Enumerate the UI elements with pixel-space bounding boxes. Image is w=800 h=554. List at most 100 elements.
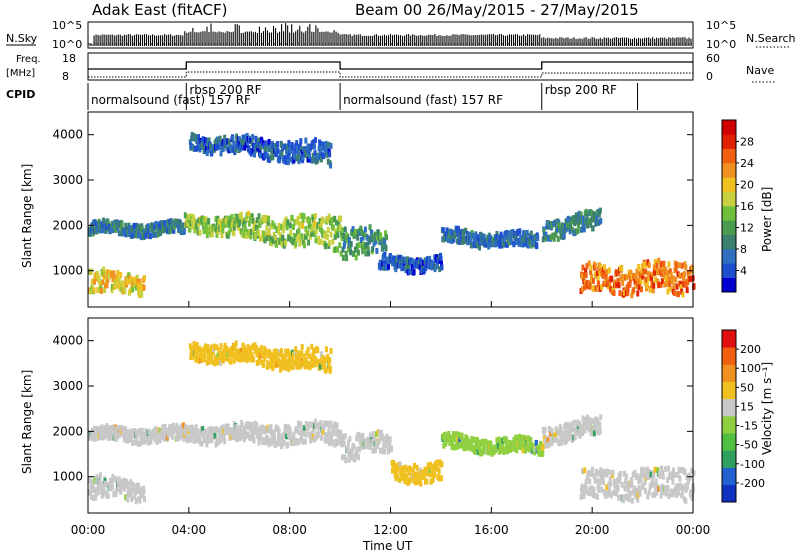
- power-cell: [188, 139, 192, 146]
- velocity-cell: [365, 443, 369, 450]
- power-cell: [163, 220, 167, 227]
- velocity-cell: [329, 440, 333, 447]
- velocity-cell: [404, 464, 408, 471]
- power-cell: [628, 281, 632, 288]
- power-cell: [474, 231, 478, 238]
- velocity-cell: [184, 424, 188, 431]
- velocity-cell: [316, 346, 320, 353]
- velocity-cell: [558, 429, 562, 436]
- power-cell: [198, 229, 202, 236]
- velocity-cell: [270, 356, 274, 363]
- power-cell: [168, 223, 172, 230]
- velocity-cell: [527, 435, 531, 442]
- power-colorbar-swatch: [722, 249, 736, 264]
- power-cell: [584, 271, 588, 278]
- power-cell: [662, 273, 666, 280]
- velocity-cell: [193, 437, 197, 444]
- power-cell: [440, 260, 444, 267]
- velocity-cell: [216, 355, 220, 362]
- velocity-cell: [392, 460, 396, 467]
- power-cell: [91, 223, 95, 230]
- velocity-cell: [629, 482, 633, 489]
- power-cell: [635, 268, 639, 275]
- velocity-cell: [352, 444, 356, 451]
- freq-tick-low: 8: [62, 70, 69, 83]
- velocity-cell: [333, 423, 337, 430]
- velocity-cell: [400, 474, 404, 481]
- power-cell: [342, 233, 346, 240]
- velocity-cell: [582, 490, 586, 497]
- velocity-cell: [327, 428, 331, 435]
- velocity-cell: [615, 490, 619, 497]
- power-cell: [217, 143, 221, 150]
- velocity-cell: [219, 359, 223, 366]
- velocity-cell: [235, 425, 239, 432]
- velocity-cell: [655, 489, 659, 496]
- velocity-cell: [343, 433, 347, 440]
- velocity-cell: [259, 434, 263, 441]
- velocity-cell: [128, 487, 132, 494]
- power-cell: [468, 238, 472, 245]
- power-cell: [326, 158, 330, 165]
- velocity-cell: [211, 359, 215, 366]
- velocity-cell: [634, 493, 638, 500]
- velocity-cell: [357, 454, 361, 461]
- velocity-cell: [163, 423, 167, 430]
- velocity-cell: [642, 467, 646, 474]
- velocity-cell: [647, 473, 651, 480]
- velocity-cell: [561, 437, 565, 444]
- velocity-cell: [216, 439, 220, 446]
- power-cell: [686, 270, 690, 277]
- velocity-cell: [303, 363, 307, 370]
- velocity-cell: [304, 431, 308, 438]
- velocity-cell: [367, 437, 371, 444]
- velocity-cell: [272, 352, 276, 359]
- power-cell: [306, 143, 310, 150]
- freq-line: [88, 61, 693, 70]
- power-cell: [438, 266, 442, 273]
- velocity-cell: [94, 479, 98, 486]
- velocity-cell: [153, 436, 157, 443]
- power-cell: [214, 216, 218, 223]
- power-cell: [111, 275, 115, 282]
- velocity-cell: [633, 469, 637, 476]
- power-cell: [676, 291, 680, 298]
- velocity-cell: [589, 490, 593, 497]
- power-cell: [134, 284, 138, 291]
- power-cell: [286, 219, 290, 226]
- nsky-panel-frame: [87, 21, 694, 49]
- power-cell: [565, 225, 569, 232]
- beam-date-title: Beam 00 26/May/2015 - 27/May/2015: [355, 1, 639, 19]
- velocity-cell: [346, 445, 350, 452]
- velocity-cell: [342, 440, 346, 447]
- power-cell: [336, 225, 340, 232]
- power-cell: [552, 235, 556, 242]
- velocity-cell: [631, 489, 635, 496]
- power-cell: [304, 137, 308, 144]
- power-cell: [304, 226, 308, 233]
- velocity-cell: [670, 473, 674, 480]
- velocity-cell: [393, 465, 397, 472]
- velocity-cell: [289, 363, 293, 370]
- power-cell: [183, 212, 187, 219]
- power-cell: [649, 286, 653, 293]
- power-cell: [136, 279, 140, 286]
- velocity-cell: [312, 347, 316, 354]
- velocity-cell: [437, 475, 441, 482]
- velocity-cell: [523, 441, 527, 448]
- velocity-cell: [104, 480, 108, 487]
- velocity-cell: [163, 435, 167, 442]
- velocity-cell: [412, 462, 416, 469]
- power-cell: [253, 220, 257, 227]
- power-cell: [230, 213, 234, 220]
- velocity-cell: [276, 349, 280, 356]
- power-cell: [600, 283, 604, 290]
- velocity-cell: [280, 363, 284, 370]
- power-cell: [311, 152, 315, 159]
- power-cell: [674, 265, 678, 272]
- velocity-cell: [453, 443, 457, 450]
- velocity-cell: [683, 483, 687, 490]
- velocity-cell: [202, 433, 206, 440]
- power-cell: [248, 216, 252, 223]
- velocity-cell: [585, 488, 589, 495]
